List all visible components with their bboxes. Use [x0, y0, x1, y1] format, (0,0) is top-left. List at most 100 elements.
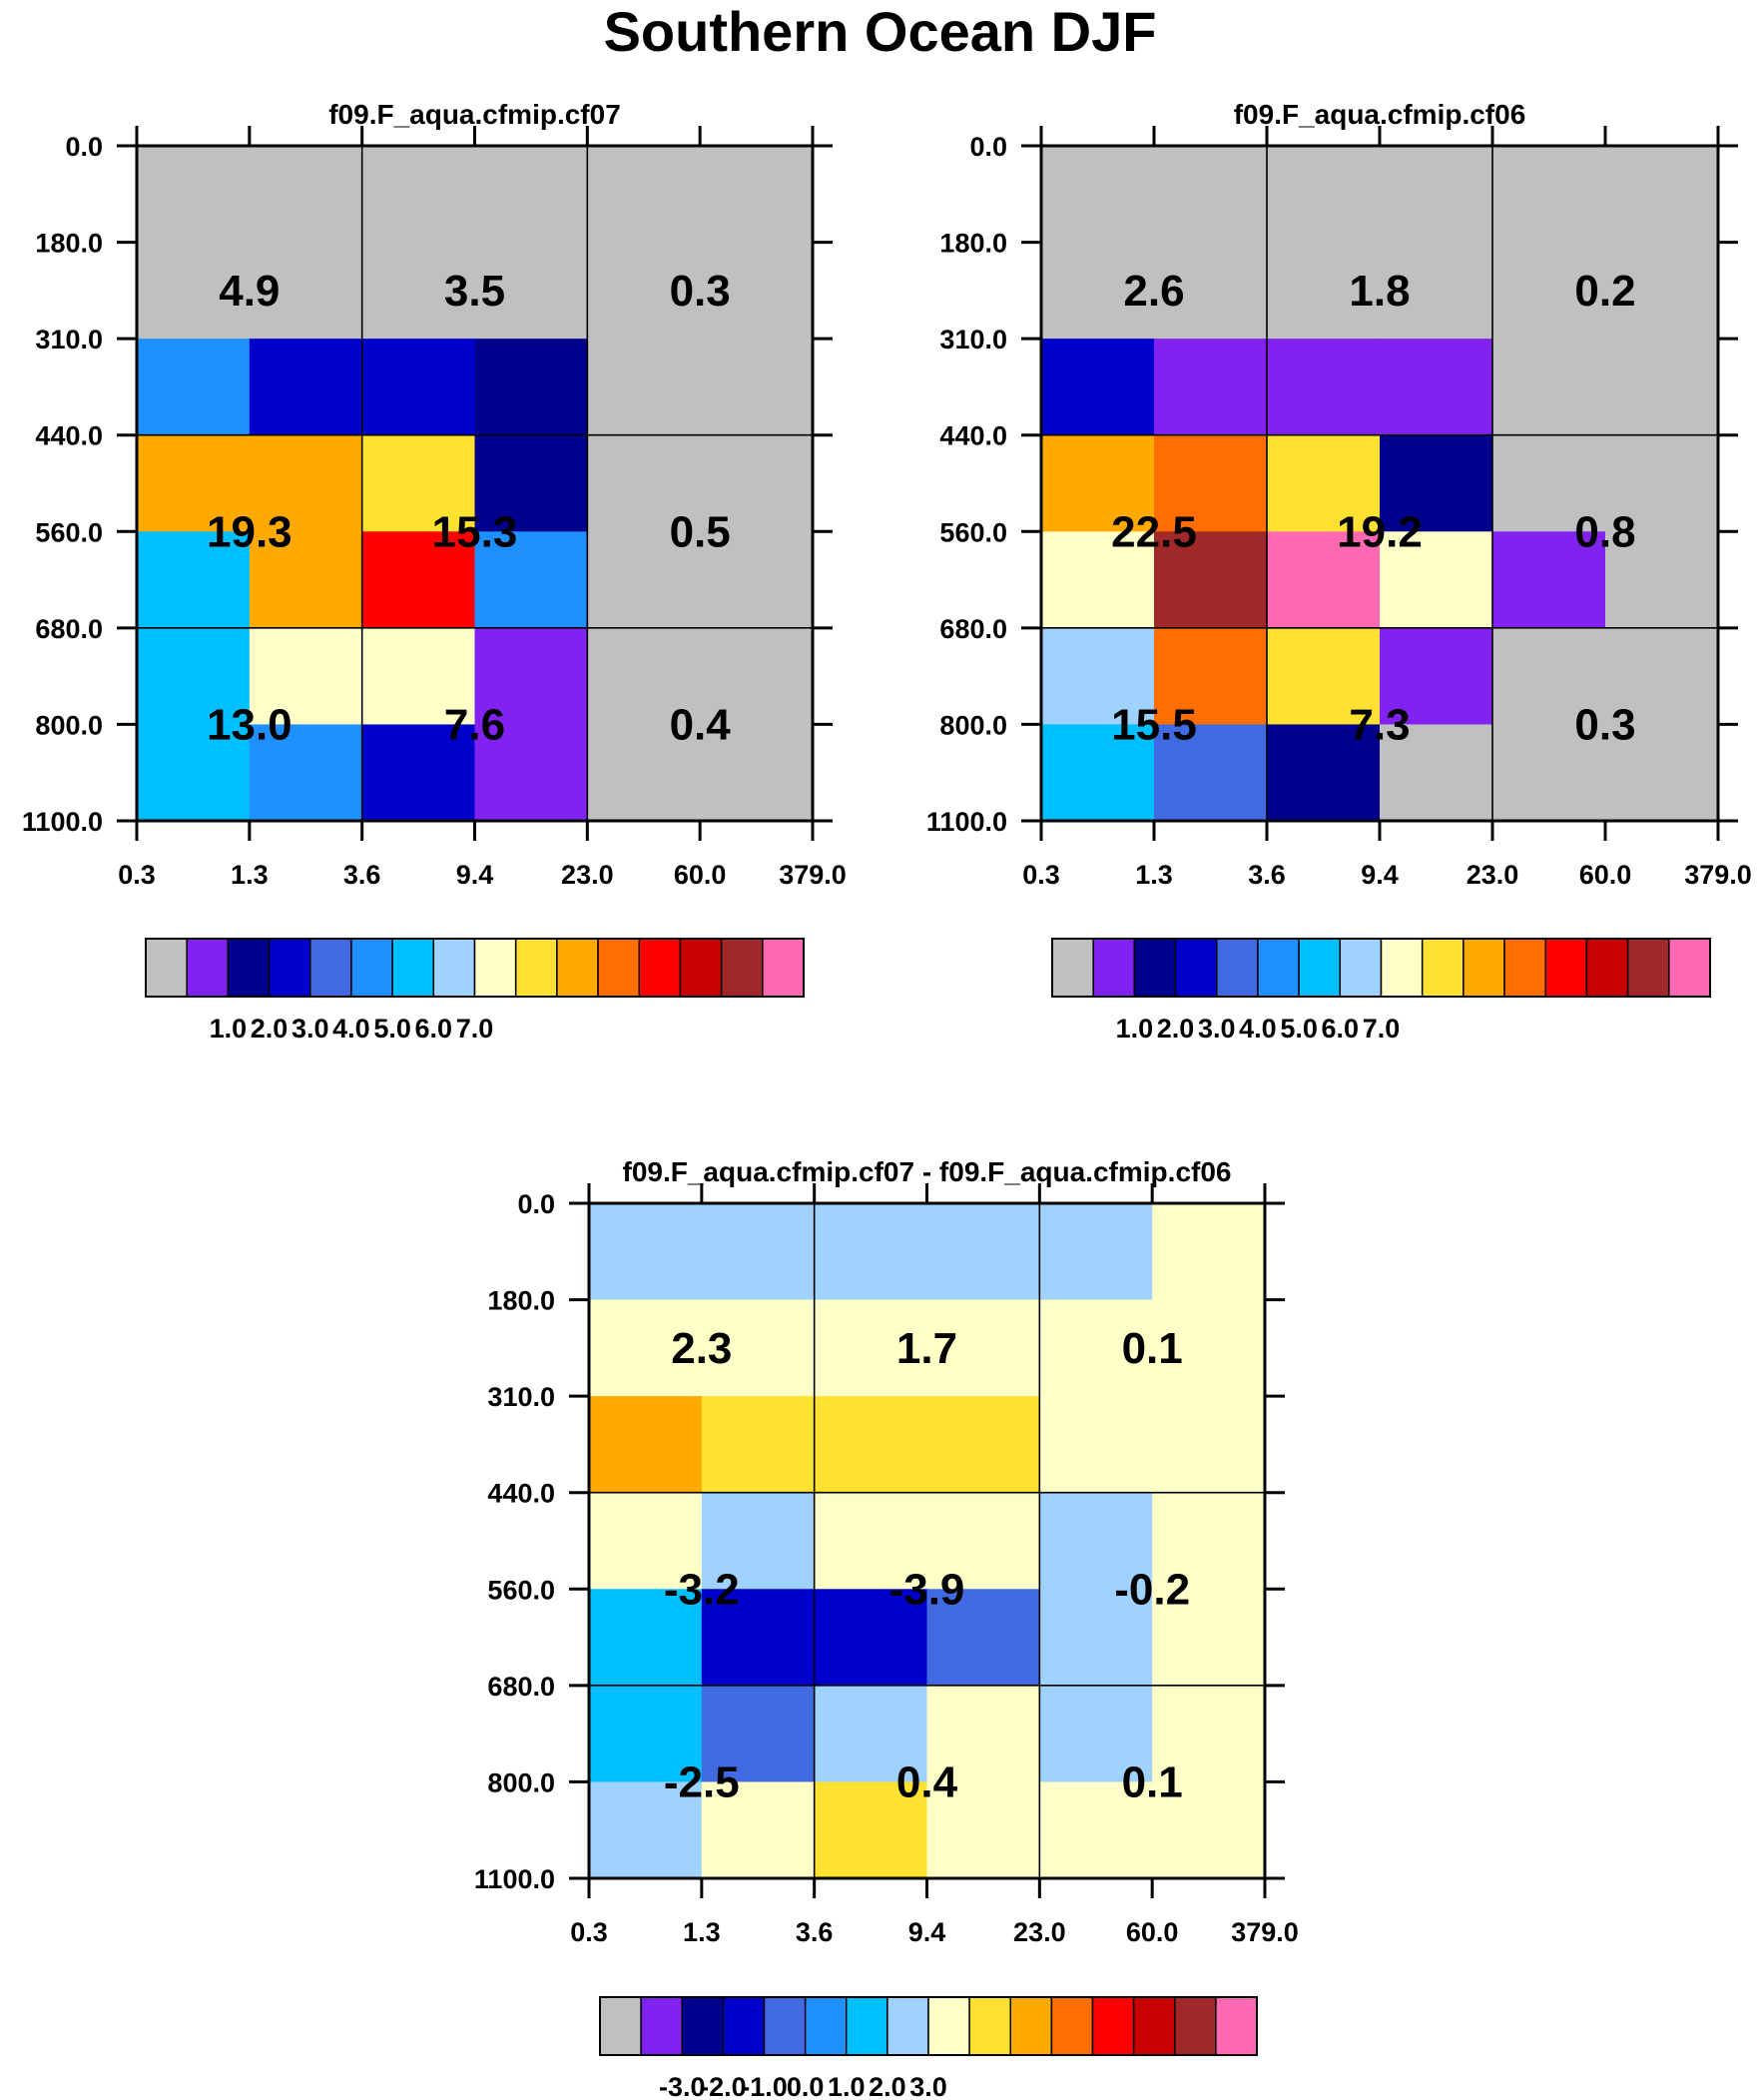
colorbar-swatch	[309, 938, 352, 998]
heatmap-cell	[137, 531, 251, 629]
y-tick-label: 180.0	[487, 1286, 555, 1316]
colorbar-label: 6.0	[415, 1014, 453, 1044]
heatmap-cell	[1267, 434, 1381, 532]
colorbar-swatch	[350, 938, 393, 998]
data-label: 0.3	[670, 267, 731, 316]
x-tick-label: 379.0	[1231, 1917, 1299, 1947]
heatmap-cell	[926, 1492, 1040, 1590]
heatmap-cell	[474, 724, 588, 822]
heatmap-cell	[587, 339, 701, 436]
colorbar-swatch	[762, 938, 805, 998]
heatmap-cell	[701, 1203, 816, 1301]
colorbar-swatch	[227, 938, 271, 998]
heatmap-cell	[589, 1492, 703, 1590]
heatmap-cell	[1154, 146, 1268, 244]
data-label: -3.2	[664, 1565, 740, 1614]
data-label: 2.3	[671, 1324, 732, 1373]
heatmap-cell	[1605, 339, 1719, 436]
x-tick-label: 1.3	[1135, 860, 1173, 890]
colorbar-swatch	[145, 938, 188, 998]
data-label: 0.3	[1574, 700, 1635, 749]
heatmap-cell	[701, 1781, 816, 1879]
heatmap-cell	[701, 1685, 816, 1783]
y-tick-label: 440.0	[939, 421, 1007, 451]
x-tick-label: 60.0	[1579, 860, 1632, 890]
x-tick-label: 9.4	[908, 1917, 946, 1947]
data-label: 3.5	[444, 267, 505, 316]
colorbar-swatch	[1009, 1996, 1053, 2056]
colorbar-swatch	[681, 1996, 725, 2056]
colorbar-swatch	[556, 938, 599, 998]
colorbar-swatch	[1216, 938, 1259, 998]
data-label: -0.2	[1114, 1565, 1190, 1614]
heatmap-cell	[1380, 434, 1493, 532]
heatmap-cell	[1380, 146, 1493, 244]
heatmap-cell	[1380, 627, 1493, 726]
heatmap-cell	[1605, 724, 1719, 822]
heatmap-cell	[1154, 339, 1268, 436]
heatmap-cell	[1154, 434, 1268, 532]
y-tick-label: 0.0	[969, 132, 1007, 162]
page-title: Southern Ocean DJF	[603, 0, 1157, 63]
colorbar-label: 4.0	[1239, 1014, 1277, 1044]
y-tick-label: 310.0	[487, 1382, 555, 1412]
heatmap-cell	[1267, 339, 1381, 436]
heatmap-cell	[1154, 242, 1268, 340]
x-tick-label: 23.0	[1013, 1917, 1066, 1947]
heatmap-cell	[814, 1396, 928, 1494]
colorbar-swatch	[1174, 1996, 1217, 2056]
heatmap-cell	[1154, 531, 1268, 629]
colorbar-label: 3.0	[292, 1014, 329, 1044]
colorbar-label: 3.0	[1198, 1014, 1236, 1044]
heatmap-cell	[700, 146, 814, 244]
heatmap-cell	[474, 146, 588, 244]
heatmap-cell	[589, 1589, 703, 1687]
heatmap-cell	[589, 1396, 703, 1494]
colorbar-swatch	[186, 938, 230, 998]
heatmap-cell	[249, 724, 363, 822]
colorbar-swatch	[268, 938, 311, 998]
heatmap-cell	[249, 339, 363, 436]
colorbar-label: 1.0	[210, 1014, 248, 1044]
heatmap-cell	[474, 627, 588, 726]
heatmap-cell	[1605, 531, 1719, 629]
heatmap-cell	[1041, 242, 1155, 340]
heatmap-cell	[137, 627, 251, 726]
colorbar-swatch	[514, 938, 558, 998]
colorbar-label: 0.0	[787, 2072, 825, 2100]
heatmap-cell	[1380, 339, 1493, 436]
heatmap-cell	[1492, 339, 1606, 436]
x-tick-label: 23.0	[1467, 860, 1519, 890]
heatmap-cell	[1605, 146, 1719, 244]
colorbar-swatch	[679, 938, 723, 998]
heatmap-cell	[587, 242, 701, 340]
data-label: 1.7	[896, 1324, 957, 1373]
colorbar-swatch	[804, 1996, 848, 2056]
y-tick-label: 560.0	[487, 1575, 555, 1605]
data-label: 1.8	[1349, 267, 1410, 316]
heatmap-cell	[1267, 242, 1381, 340]
colorbar-swatch	[597, 938, 640, 998]
data-label: -3.9	[889, 1565, 965, 1614]
heatmap-cell	[814, 1685, 928, 1783]
heatmap-cell	[361, 531, 476, 629]
data-label: 0.4	[896, 1757, 958, 1806]
y-tick-label: 0.0	[65, 132, 103, 162]
heatmap-cell	[249, 531, 363, 629]
heatmap-cell	[587, 627, 701, 726]
colorbar-label: 7.0	[456, 1014, 494, 1044]
colorbar-swatch	[1585, 938, 1629, 998]
heatmap-cell	[1039, 1203, 1153, 1301]
colorbar-label: -2.0	[700, 2072, 747, 2100]
x-tick-label: 60.0	[674, 860, 727, 890]
heatmap-cell	[361, 724, 476, 822]
data-label: 0.8	[1574, 507, 1635, 556]
heatmap-cell	[1605, 627, 1719, 726]
heatmap-cell	[814, 1589, 928, 1687]
x-tick-label: 379.0	[779, 860, 847, 890]
heatmap-cell	[700, 627, 814, 726]
heatmap-cell	[1152, 1781, 1266, 1879]
heatmap-cell	[926, 1203, 1040, 1301]
colorbar-swatch	[1257, 938, 1300, 998]
x-tick-label: 9.4	[1361, 860, 1399, 890]
